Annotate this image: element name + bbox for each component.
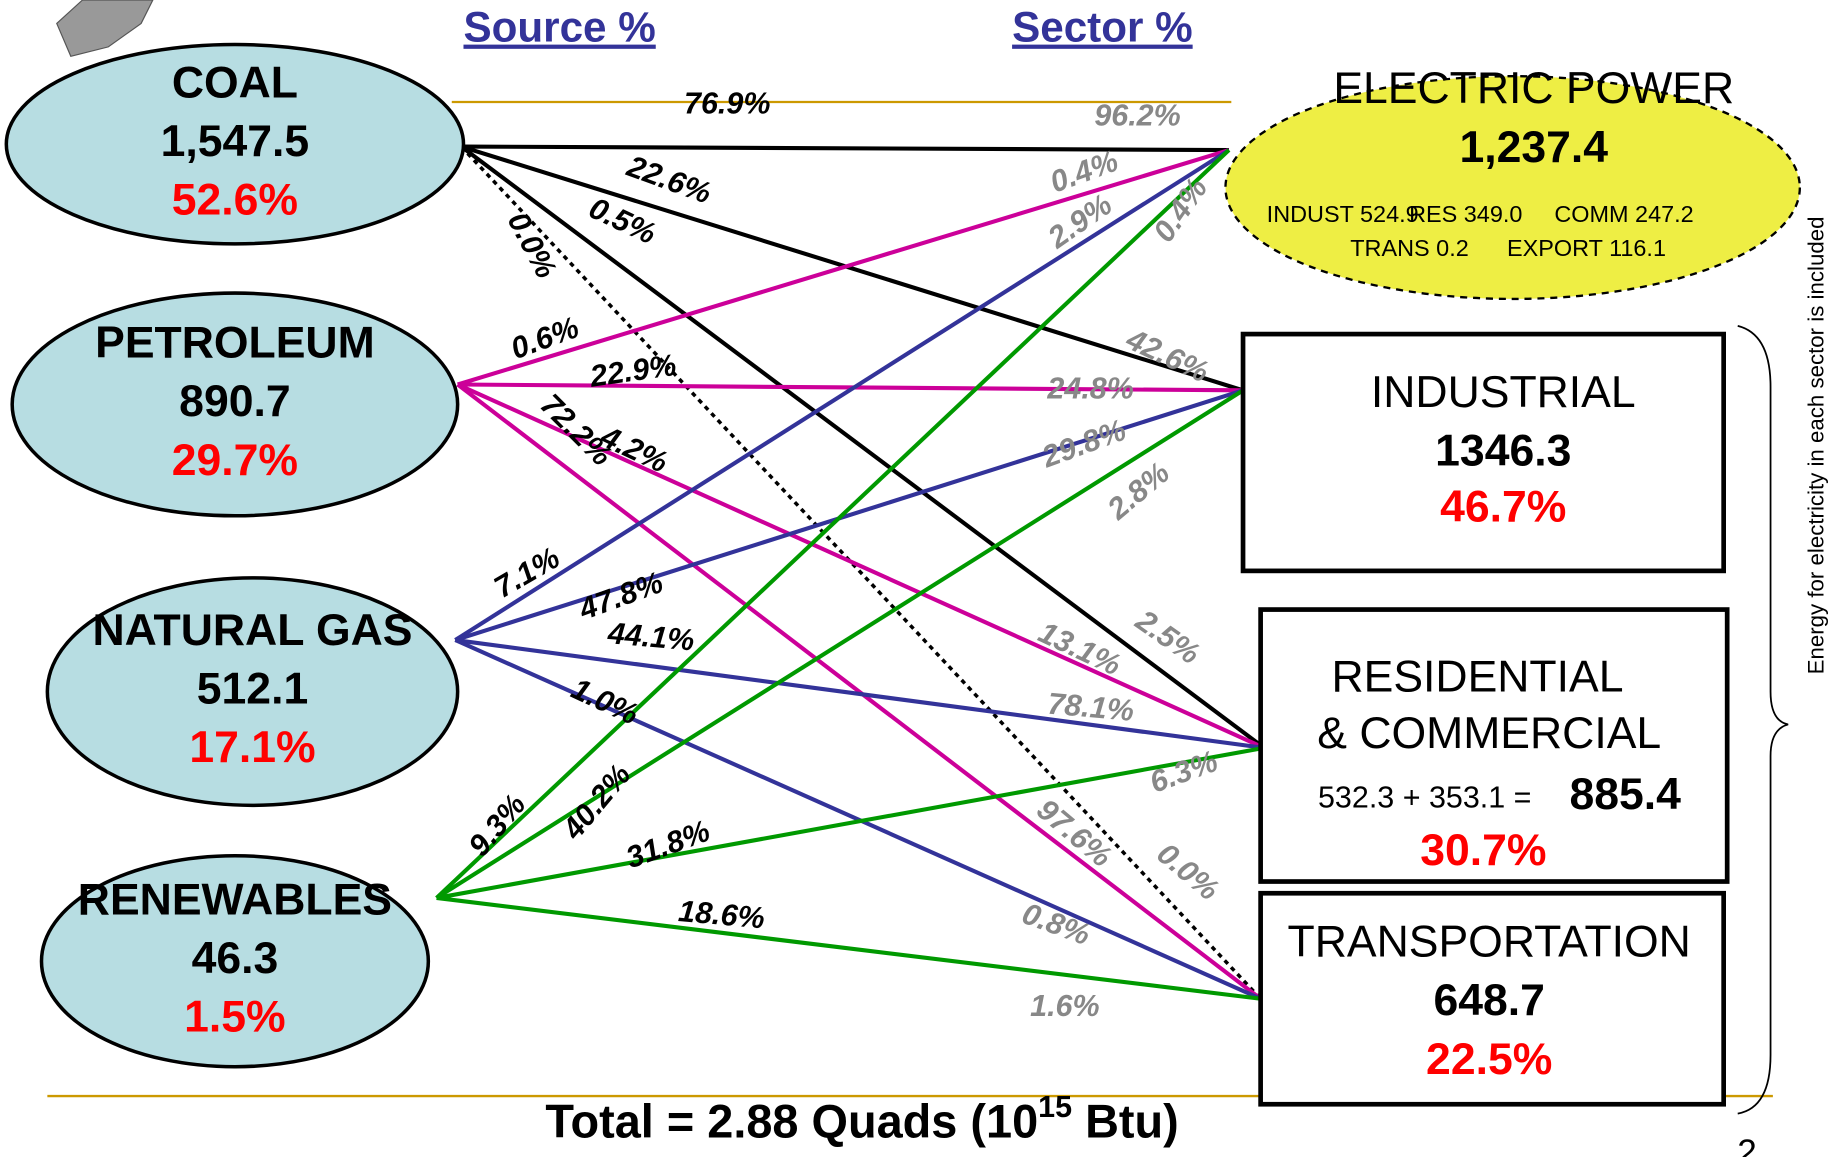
flow-line [435,388,1245,900]
flow-line [454,638,1262,1001]
flow-line [459,145,1262,1000]
sector-detail: RES 349.0 [1409,201,1522,227]
source-share: 18.6% [677,894,766,935]
header: Sector % [1012,4,1193,51]
sector-name: TRANSPORTATION [1288,918,1691,967]
sector-share: 2.5% [1129,603,1206,671]
source-value: 46.3 [192,934,279,983]
flow-line [436,745,1265,900]
total-exponent: 15 [1038,1090,1072,1124]
sector-share: 2.8% [1100,455,1176,526]
source-share: 40.2% [555,758,637,847]
sector-share: 6.3% [1145,744,1222,800]
sector-share: 0.4% [1147,172,1215,248]
sector-percent: 30.7% [1420,826,1546,875]
sector-detail: TRANS 0.2 [1350,235,1469,261]
source-name: PETROLEUM [95,319,375,368]
source-share: 0.5% [584,191,661,251]
source-share: 31.8% [622,814,715,876]
sector-detail: INDUST 524.9 [1267,201,1419,227]
sector-value: 1346.3 [1435,426,1571,475]
source-share: 1.0% [566,671,643,731]
source-percent: 17.1% [189,723,315,772]
sector-name: ELECTRIC POWER [1333,64,1734,113]
source-percent: 52.6% [172,176,298,225]
map-icon [56,0,154,57]
source-value: 512.1 [197,664,308,713]
source-share: 76.9% [684,87,770,121]
source-value: 890.7 [179,377,290,426]
source-name: COAL [172,58,298,107]
flow-line [460,144,1244,393]
source-node [39,853,431,1069]
flow-line [457,148,1230,387]
side-note: Energy for electricity in each sector is… [1803,216,1828,674]
sector-name: RESIDENTIAL [1331,653,1623,702]
sector-share: 96.2% [1094,98,1180,132]
source-node [4,42,466,246]
source-value: 1,547.5 [161,117,310,166]
sector-value: 1,237.4 [1459,123,1608,172]
sector-detail: EXPORT 116.1 [1507,235,1666,261]
brace [1737,325,1789,1115]
sector-share: 29.8% [1037,413,1131,475]
page-number: 2 [1737,1133,1757,1157]
flow-line [459,144,1266,750]
sector-node [1224,75,1802,301]
sector-value: 885.4 [1569,770,1681,819]
source-percent: 29.7% [172,436,298,485]
flow-line [454,388,1244,642]
sector-share: 13.1% [1033,615,1126,682]
total: Total = 2.88 Quads (1015 Btu) [545,1090,1178,1148]
sector-node [1258,607,1730,884]
sector-detail: COMM 247.2 [1554,201,1693,227]
sector-share: 0.8% [1018,896,1095,952]
source-name: RENEWABLES [78,875,392,924]
header: Source % [463,4,655,51]
flow-line [455,638,1265,750]
source-share: 44.1% [606,616,696,657]
flow-line [454,148,1231,642]
sector-share: 0.0% [1150,836,1225,907]
source-share: 9.3% [462,788,533,863]
source-node [10,291,460,518]
sector-share: 1.6% [1030,989,1099,1023]
total-text: Total = 2.88 Quads (10 [545,1096,1038,1148]
sector-percent: 22.5% [1426,1035,1552,1084]
total-unit: Btu) [1072,1096,1179,1148]
flow-line [456,382,1265,750]
flow-line [435,148,1231,900]
flow-line [436,895,1261,1001]
sector-share: 0.4% [1046,144,1123,200]
sector-node [1258,890,1727,1107]
sector-equation: 532.3 + 353.1 = [1318,781,1531,815]
source-node [45,576,460,808]
flow-line [456,382,1262,1001]
flow-line [461,144,1229,153]
sector-percent: 46.7% [1440,483,1566,532]
sector-share: 42.6% [1120,322,1214,390]
sector-name: INDUSTRIAL [1371,368,1636,417]
sector-value: 648.7 [1433,976,1544,1025]
sector-share: 78.1% [1046,687,1135,728]
sector-share: 24.8% [1046,371,1133,405]
sector-name: & COMMERCIAL [1317,709,1661,758]
source-name: NATURAL GAS [93,606,413,655]
source-percent: 1.5% [184,993,285,1042]
sector-node [1240,331,1727,574]
